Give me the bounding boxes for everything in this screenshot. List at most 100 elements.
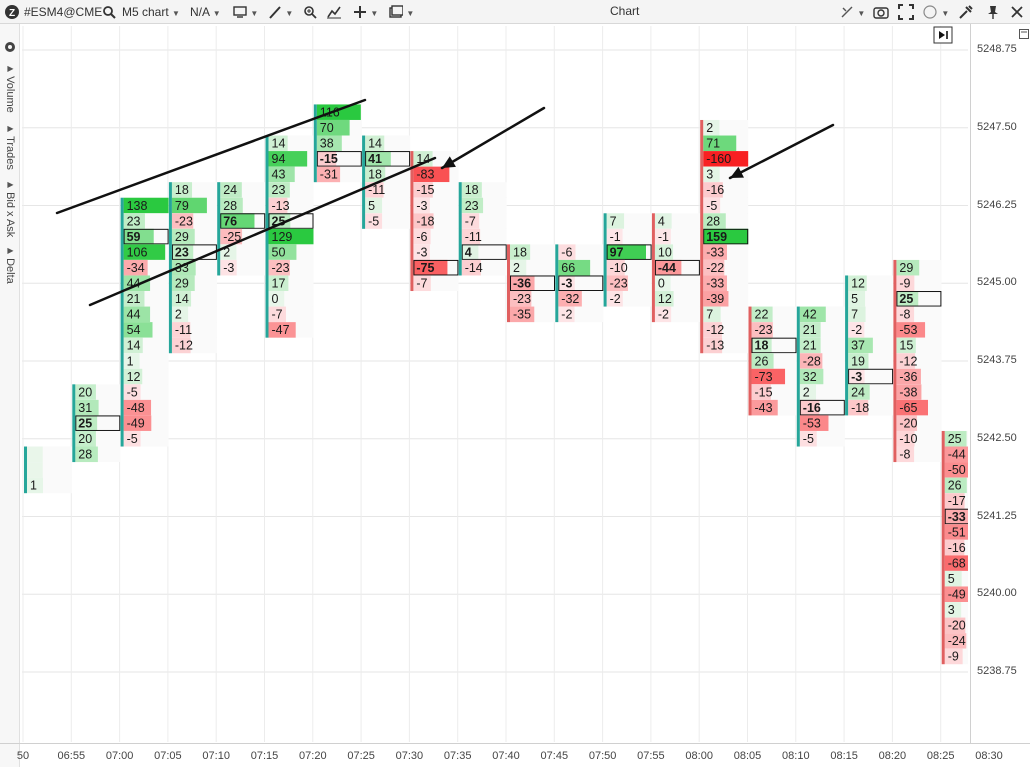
candle-body-bar [700, 119, 704, 354]
footprint-cell [75, 430, 96, 447]
symbol-selector[interactable]: #ESM4@CME [24, 4, 102, 20]
drawings[interactable] [55, 98, 835, 307]
trend-line-lower[interactable] [88, 156, 437, 307]
time-label: 07:55 [637, 750, 665, 762]
draw-tool-button[interactable]: ▼ [268, 4, 293, 20]
footprint-cell [220, 197, 243, 214]
theme-button[interactable]: ▼ [922, 4, 949, 20]
footprint-value: -28 [803, 354, 821, 368]
zoom-icon[interactable] [303, 4, 317, 20]
footprint-column[interactable]: 1167038-15-31 [313, 104, 362, 183]
footprint-cell [606, 259, 625, 276]
mode-dropdown[interactable]: N/A ▼ [190, 4, 221, 20]
poc-box [848, 368, 894, 385]
footprint-cell [896, 446, 915, 463]
footprint-value: 23 [175, 245, 189, 259]
footprint-value: 43 [272, 168, 286, 182]
footprint-column[interactable]: 7 -197 -10 -23-2 [603, 213, 652, 307]
sidebar-tab-label: Volume [4, 76, 16, 113]
footprint-column[interactable]: -6 66 -3-32 -2 [555, 244, 604, 323]
sidebar-tab-volume[interactable]: ▶ Volume [1, 64, 19, 113]
footprint-cell [123, 337, 143, 354]
footprint-value: -11 [175, 323, 192, 337]
footprint-chart[interactable]: 120312520281382359106-344421445414112-5-… [22, 26, 968, 742]
footprint-column[interactable]: 4 -110 -44 012 -2 [651, 213, 700, 323]
footprint-value: 18 [175, 183, 189, 197]
footprint-value: 0 [658, 277, 665, 291]
footprint-column[interactable]: 18 23-7 -114 -14 [458, 182, 507, 276]
pin-icon[interactable] [986, 4, 1000, 20]
gear-icon[interactable] [3, 40, 17, 59]
footprint-cell [896, 399, 928, 416]
camera-icon[interactable] [873, 4, 889, 20]
footprint-value: 23 [465, 199, 479, 213]
crosshair-button[interactable]: ▼ [353, 4, 378, 20]
arrow-drawing[interactable] [728, 123, 835, 180]
arrow-drawing[interactable] [440, 106, 546, 170]
footprint-value: 20 [78, 385, 92, 399]
price-axis[interactable]: 5248.75 5247.50 5246.25 5245.00 5243.75 5242.… [970, 24, 1030, 744]
poc-box [268, 213, 314, 229]
footprint-column[interactable]: 18 2 -36-23 -35 [507, 244, 555, 323]
sidebar-tab-bid-ask[interactable]: ▶ Bid x Ask [1, 180, 19, 237]
fullscreen-icon[interactable] [898, 4, 914, 20]
layout-button[interactable]: ▼ [389, 4, 414, 20]
footprint-cell [848, 384, 870, 400]
trend-line-upper[interactable] [55, 98, 367, 215]
chart-type-button[interactable]: ▼ [233, 4, 258, 20]
footprint-value: 7 [851, 308, 858, 322]
footprint-value: -8 [899, 448, 910, 462]
footprint-value: 28 [223, 199, 237, 213]
footprint-cell [751, 384, 771, 400]
footprint-cell [123, 228, 154, 245]
footprint-cell [944, 446, 968, 463]
footprint-column[interactable]: 25 -44-50 26-17 -33-51 -16-68 5 -493 -20-24 -9 [941, 430, 968, 665]
footprint-value: -5 [368, 214, 379, 228]
footprint-cell [220, 259, 237, 276]
footprint-cell [268, 151, 308, 167]
footprint-value: -10 [899, 432, 917, 446]
chevron-down-icon: ▼ [406, 9, 415, 18]
footprint-value: -5 [127, 385, 138, 399]
sidebar-tab-trades[interactable]: ▶ Trades [1, 124, 19, 170]
footprint-column[interactable]: 1 [24, 446, 72, 494]
footprint-value: 5 [368, 199, 375, 213]
search-icon[interactable] [102, 4, 116, 20]
close-icon[interactable] [1010, 4, 1024, 20]
timeframe-dropdown[interactable]: M5 chart ▼ [122, 4, 180, 20]
footprint-value: 21 [803, 323, 817, 337]
candle-body-bar [313, 104, 317, 183]
settings-icon[interactable] [958, 4, 974, 20]
chevron-right-icon: ▶ [6, 124, 15, 133]
footprint-cell [799, 353, 823, 369]
poc-box [316, 151, 362, 167]
axis-settings-icon[interactable] [1019, 26, 1029, 44]
footprint-value: 7 [706, 308, 713, 322]
footprint-cell [413, 213, 434, 229]
sync-button[interactable]: ▼ [840, 4, 865, 20]
sidebar-tab-delta[interactable]: ▶ Delta [1, 246, 19, 284]
footprint-value: -12 [706, 323, 724, 337]
footprint-column[interactable]: 14-83-15-3-18-6-3-75-7 [410, 151, 459, 292]
candle-body-bar [410, 151, 414, 292]
candle-body-bar [941, 430, 945, 665]
indicators-icon[interactable] [326, 4, 342, 20]
footprint-cell [123, 306, 151, 323]
poc-box [896, 291, 942, 307]
footprint-value: -7 [272, 308, 283, 322]
footprint-value: -24 [948, 634, 966, 648]
time-axis[interactable]: 50 06:55 07:00 07:05 07:10 07:15 07:20 07:25 07:… [0, 743, 1030, 768]
footprint-cell [123, 291, 145, 307]
scroll-to-latest-button[interactable] [933, 26, 953, 44]
